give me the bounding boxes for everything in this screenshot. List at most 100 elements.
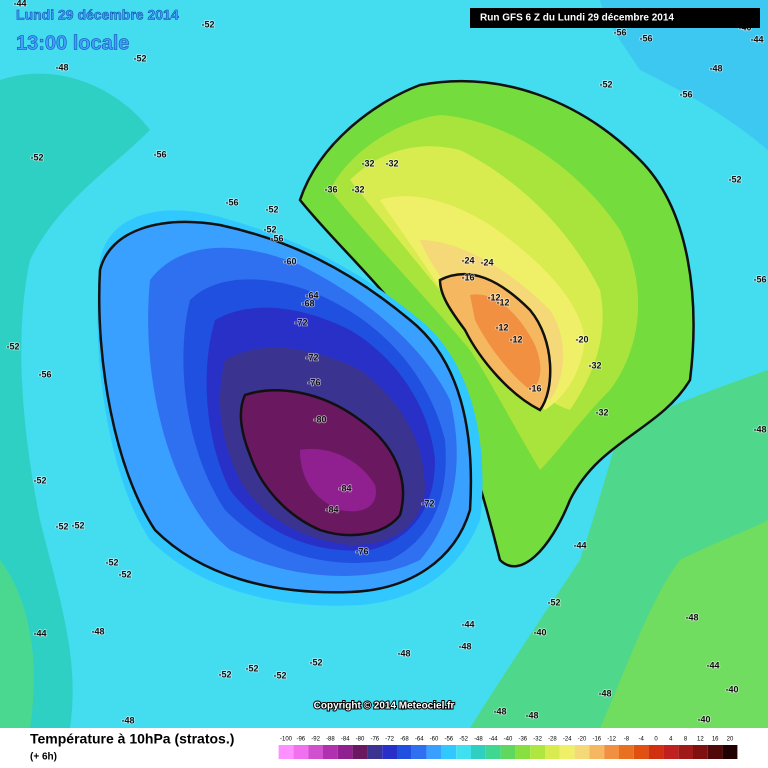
contour-label: -48 bbox=[55, 62, 68, 72]
contour-label: -40 bbox=[697, 714, 710, 724]
legend-swatch bbox=[308, 745, 323, 759]
contour-label: -52 bbox=[273, 670, 286, 680]
contour-label: -48 bbox=[525, 710, 538, 720]
legend-swatch bbox=[426, 745, 442, 759]
contour-label: -32 bbox=[385, 158, 398, 168]
legend-tick-label: -40 bbox=[504, 737, 513, 743]
contour-label: -76 bbox=[355, 546, 368, 556]
legend-tick-label: -20 bbox=[578, 737, 587, 743]
contour-label: -52 bbox=[33, 475, 46, 485]
legend-tick-label: 16 bbox=[712, 737, 719, 743]
contour-label: -52 bbox=[218, 669, 231, 679]
contour-label: -36 bbox=[324, 184, 337, 194]
legend-tick-label: -92 bbox=[311, 737, 320, 743]
legend-swatch bbox=[619, 745, 634, 759]
legend-tick-label: -48 bbox=[474, 737, 483, 743]
contour-label: -12 bbox=[487, 292, 500, 302]
contour-label: -76 bbox=[307, 377, 320, 387]
legend-swatch bbox=[278, 745, 294, 759]
legend-swatch bbox=[633, 745, 649, 759]
contour-label: -56 bbox=[38, 369, 51, 379]
legend-swatch bbox=[485, 745, 501, 759]
contour-label: -56 bbox=[613, 27, 626, 37]
legend-tick-label: -88 bbox=[326, 737, 335, 743]
contour-label: -16 bbox=[528, 383, 541, 393]
contour-label: -48 bbox=[493, 706, 506, 716]
legend-swatch bbox=[648, 745, 664, 759]
legend-swatch bbox=[500, 745, 516, 759]
legend-tick-label: -84 bbox=[341, 737, 350, 743]
contour-label: -32 bbox=[588, 360, 601, 370]
contour-label: -52 bbox=[245, 663, 258, 673]
legend-swatch bbox=[604, 745, 619, 759]
legend-tick-label: -68 bbox=[400, 737, 409, 743]
contour-label: -56 bbox=[225, 197, 238, 207]
contour-label: -56 bbox=[679, 89, 692, 99]
map-region bbox=[600, 520, 768, 728]
legend-tick-label: -36 bbox=[518, 737, 527, 743]
legend-swatch bbox=[367, 745, 383, 759]
contour-label: -52 bbox=[118, 569, 131, 579]
legend-swatch bbox=[397, 745, 412, 759]
copyright: Copyright © 2014 Meteociel.fr bbox=[314, 701, 455, 712]
contour-label: -52 bbox=[105, 557, 118, 567]
contour-label: -52 bbox=[547, 597, 560, 607]
contour-label: -24 bbox=[461, 255, 474, 265]
legend-tick-label: 4 bbox=[669, 737, 673, 743]
legend-tick-label: 12 bbox=[697, 737, 704, 743]
contour-label: -52 bbox=[30, 152, 43, 162]
contour-label: -48 bbox=[397, 648, 410, 658]
legend-swatch bbox=[663, 745, 679, 759]
legend-swatch bbox=[707, 745, 723, 759]
contour-label: -52 bbox=[6, 341, 19, 351]
legend-swatch bbox=[559, 745, 575, 759]
contour-label: -52 bbox=[133, 53, 146, 63]
contour-label: -52 bbox=[265, 204, 278, 214]
legend-tick-label: -28 bbox=[548, 737, 557, 743]
contour-label: -12 bbox=[509, 334, 522, 344]
contour-label: -40 bbox=[725, 684, 738, 694]
contour-label: -12 bbox=[496, 297, 509, 307]
legend-swatch bbox=[545, 745, 560, 759]
contour-label: -32 bbox=[595, 407, 608, 417]
legend-tick-label: -8 bbox=[624, 737, 630, 743]
contour-label: -52 bbox=[263, 224, 276, 234]
contour-label: -48 bbox=[753, 424, 766, 434]
contour-label: -44 bbox=[706, 660, 719, 670]
contour-label: -56 bbox=[639, 33, 652, 43]
contour-label: -52 bbox=[309, 657, 322, 667]
contour-label: -24 bbox=[480, 257, 493, 267]
contour-label: -52 bbox=[71, 520, 84, 530]
contour-label: -48 bbox=[598, 688, 611, 698]
legend-swatch bbox=[293, 745, 309, 759]
map-region bbox=[0, 73, 150, 728]
legend-swatch bbox=[722, 745, 738, 759]
legend-tick-label: -52 bbox=[459, 737, 468, 743]
map-region bbox=[0, 560, 34, 728]
contour-label: -48 bbox=[91, 626, 104, 636]
contour-label: -56 bbox=[153, 149, 166, 159]
legend-swatch bbox=[589, 745, 605, 759]
contour-label: -12 bbox=[495, 322, 508, 332]
cold-region bbox=[300, 449, 376, 512]
legend-swatch bbox=[323, 745, 338, 759]
contour-label: -20 bbox=[575, 334, 588, 344]
map-area bbox=[0, 0, 768, 728]
contour-label: -52 bbox=[599, 79, 612, 89]
legend-tick-label: -56 bbox=[444, 737, 453, 743]
legend-tick-label: -24 bbox=[563, 737, 572, 743]
date-label: Lundi 29 décembre 2014 bbox=[16, 7, 179, 23]
legend-swatch bbox=[678, 745, 693, 759]
legend-swatch bbox=[456, 745, 471, 759]
legend-tick-label: -72 bbox=[385, 737, 394, 743]
contour-label: -52 bbox=[728, 174, 741, 184]
contour-label: -32 bbox=[361, 158, 374, 168]
run-label: Run GFS 6 Z du Lundi 29 décembre 2014 bbox=[480, 13, 674, 24]
legend-tick-label: 20 bbox=[727, 737, 734, 743]
contour-label: -56 bbox=[753, 274, 766, 284]
contour-label: -60 bbox=[283, 256, 296, 266]
legend-swatch bbox=[471, 745, 486, 759]
contour-label: -72 bbox=[305, 352, 318, 362]
color-legend: -100 -96 -92 -88 -84 -80 -76 -72 -68 -64 -60 -56 -52… bbox=[278, 737, 738, 759]
